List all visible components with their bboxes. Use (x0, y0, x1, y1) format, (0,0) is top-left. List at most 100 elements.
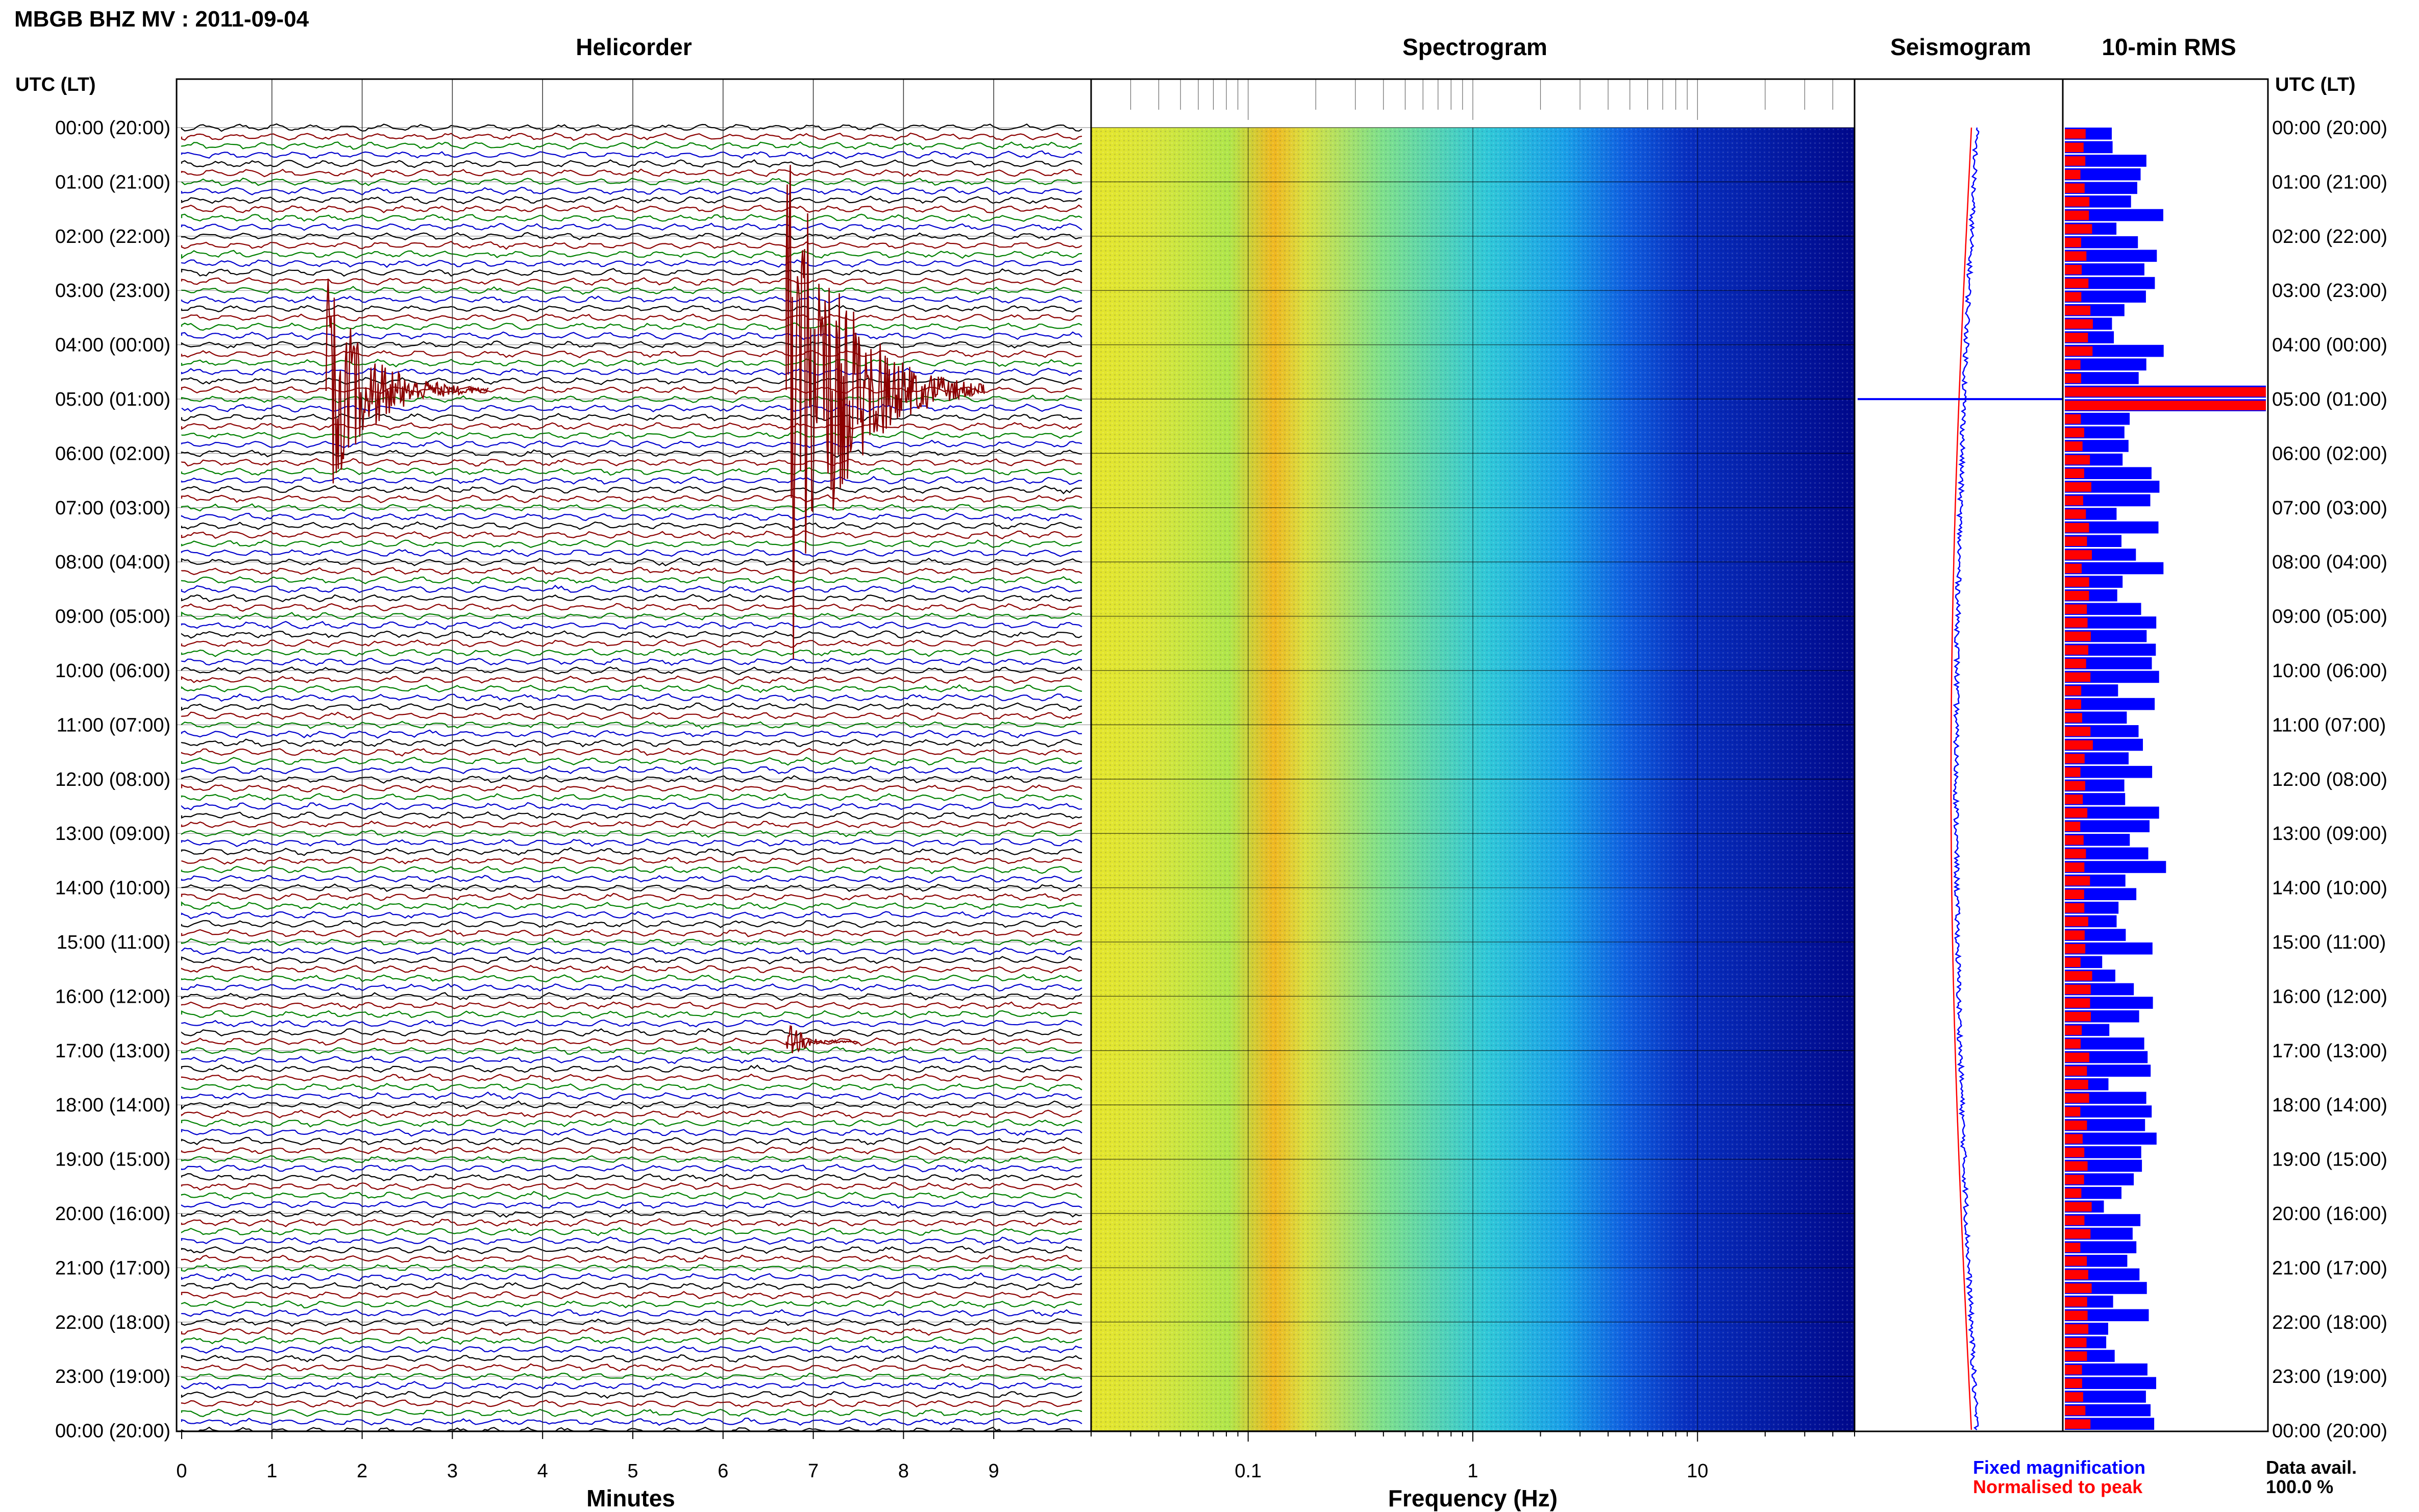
rms-fixed-bar (2065, 1241, 2137, 1253)
rms-normalised-bar (2065, 414, 2081, 424)
helicorder-trace (181, 1091, 1082, 1101)
helicorder-trace (181, 1381, 1082, 1390)
rms-normalised-bar (2065, 1310, 2088, 1321)
helicorder-trace (181, 467, 1082, 476)
helicorder-trace (181, 439, 1082, 449)
helicorder-trace (181, 820, 1082, 829)
rms-normalised-bar (2065, 563, 2082, 574)
time-label-right: 12:00 (08:00) (2272, 769, 2387, 790)
rms-normalised-bar (2065, 930, 2085, 940)
time-label-left: 02:00 (22:00) (55, 226, 170, 247)
helicorder-trace (181, 883, 1082, 893)
helicorder-trace (181, 394, 1082, 404)
helicorder-trace (181, 485, 1082, 494)
rms-normalised-bar (2065, 441, 2083, 451)
helicorder-trace (181, 204, 1082, 213)
rms-normalised-bar (2065, 401, 2266, 410)
helicorder-trace (181, 268, 1082, 277)
data-availability-value: 100.0 % (2266, 1476, 2333, 1497)
helicorder-trace (181, 1209, 1082, 1219)
time-label-right: 23:00 (19:00) (2272, 1366, 2387, 1387)
time-label-right: 21:00 (17:00) (2272, 1257, 2387, 1279)
rms-normalised-bar (2065, 306, 2091, 315)
helicorder-event (325, 279, 489, 484)
helicorder-trace (181, 793, 1082, 802)
rms-normalised-bar (2065, 1134, 2083, 1144)
helicorder-event (785, 165, 985, 659)
utc-header-left: UTC (LT) (15, 74, 96, 95)
rms-normalised-bar (2065, 984, 2091, 995)
rms-fixed-bar (2065, 1377, 2156, 1390)
helicorder-trace (181, 1100, 1082, 1110)
helicorder-trace (181, 1418, 1082, 1426)
rms-normalised-bar (2065, 509, 2086, 519)
helicorder-trace (181, 1191, 1082, 1200)
helicorder-trace (181, 159, 1082, 168)
helicorder-trace (181, 250, 1082, 259)
rms-normalised-bar (2065, 319, 2093, 329)
helicorder-trace (181, 811, 1082, 820)
helicorder-trace (181, 141, 1082, 150)
spectrogram-tick-label: 0.1 (1235, 1460, 1262, 1482)
helicorder-trace (181, 1055, 1082, 1064)
utc-header-right: UTC (LT) (2275, 74, 2356, 95)
helicorder-trace (181, 1345, 1082, 1354)
rms-normalised-bar (2065, 1351, 2087, 1361)
rms-normalised-bar (2065, 1419, 2091, 1429)
rms-normalised-bar (2065, 781, 2085, 791)
rms-normalised-bar (2065, 699, 2081, 709)
rms-fixed-bar (2065, 698, 2155, 710)
rms-fixed-bar (2065, 942, 2153, 955)
helicorder-x-axis: 0 1 2 3 4 5 6 7 8 9 (176, 1431, 999, 1482)
time-label-right: 20:00 (16:00) (2272, 1203, 2387, 1225)
rms-fixed-bar (2065, 290, 2146, 303)
rms-normalised-bar (2065, 129, 2086, 139)
helicorder-trace (181, 1037, 1082, 1047)
helicorder-trace (181, 241, 1082, 250)
helicorder-trace (181, 910, 1082, 920)
rms-title: 10-min RMS (2102, 34, 2236, 60)
helicorder-trace (181, 738, 1082, 748)
time-label-left: 16:00 (12:00) (55, 986, 170, 1007)
rms-normalised-bar (2065, 1216, 2085, 1225)
helicorder-tick-label: 7 (808, 1460, 819, 1482)
helicorder-trace (181, 1155, 1082, 1164)
time-label-right: 13:00 (09:00) (2272, 823, 2387, 845)
rms-normalised-bar (2065, 142, 2084, 153)
helicorder-trace (181, 748, 1082, 757)
helicorder-trace (181, 1291, 1082, 1300)
time-label-right: 22:00 (18:00) (2272, 1312, 2387, 1333)
rms-normalised-bar (2065, 1148, 2085, 1157)
spectrogram-title: Spectrogram (1402, 34, 1547, 60)
rms-normalised-bar (2065, 1066, 2087, 1076)
helicorder-tick-label: 9 (989, 1460, 999, 1482)
time-label-left: 01:00 (21:00) (55, 171, 170, 193)
rms-fixed-bar (2065, 250, 2157, 262)
rms-normalised-bar (2065, 1270, 2088, 1280)
rms-fixed-bar (2065, 1363, 2148, 1376)
rms-normalised-bar (2065, 482, 2091, 492)
rms-normalised-bar (2065, 631, 2091, 641)
helicorder-trace (181, 367, 1082, 377)
rms-normalised-bar (2065, 672, 2091, 682)
rms-fixed-bar (2065, 1105, 2152, 1118)
helicorder-trace (181, 503, 1082, 512)
helicorder-trace (181, 693, 1082, 702)
time-label-right: 11:00 (07:00) (2272, 714, 2386, 736)
helicorder-trace (181, 350, 1082, 358)
helicorder-trace (181, 431, 1082, 440)
rms-normalised-bar (2065, 251, 2087, 261)
rms-normalised-bar (2065, 822, 2081, 831)
rms-normalised-bar (2065, 468, 2084, 478)
rms-normalised-bar (2065, 1188, 2082, 1198)
rms-normalised-bar (2065, 876, 2090, 886)
rms-normalised-bar (2065, 916, 2088, 927)
helicorder-trace (181, 838, 1082, 847)
helicorder-trace (181, 1019, 1082, 1028)
helicorder-trace (181, 875, 1082, 883)
helicorder-traces (181, 123, 1082, 1431)
helicorder-trace (181, 702, 1082, 711)
rms-normalised-bar (2065, 197, 2090, 207)
time-label-right: 09:00 (05:00) (2272, 606, 2387, 628)
rms-bars (2065, 128, 2266, 1430)
